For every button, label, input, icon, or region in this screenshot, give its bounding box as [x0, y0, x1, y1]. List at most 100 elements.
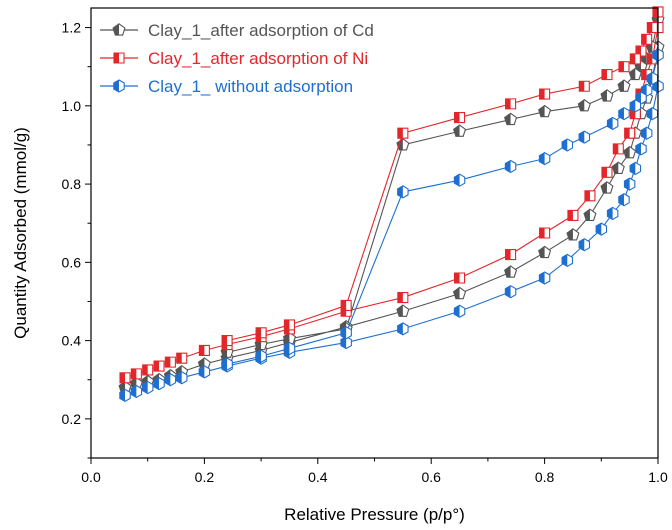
data-point	[504, 112, 518, 126]
data-point-fill	[539, 152, 545, 165]
data-point	[397, 185, 409, 199]
data-point-outline	[504, 285, 517, 299]
data-point-fill	[165, 357, 171, 368]
data-point-outline	[577, 98, 591, 112]
data-point	[283, 341, 296, 356]
legend-item: Clay_1_after adsorption of Ni	[100, 49, 368, 68]
data-point-fill	[539, 272, 545, 284]
data-point-outline	[629, 99, 642, 113]
data-point-outline	[505, 98, 517, 110]
data-point-fill	[539, 228, 545, 238]
data-point	[595, 222, 608, 236]
data-point-outline	[635, 45, 647, 57]
data-point-fill	[647, 72, 653, 85]
data-point-outline	[600, 89, 614, 102]
data-point	[577, 98, 591, 112]
data-point-outline	[153, 360, 165, 372]
data-point	[454, 272, 466, 284]
data-point-outline	[624, 127, 636, 139]
data-point	[624, 127, 636, 139]
data-point	[164, 373, 177, 387]
legend-marker	[113, 52, 125, 64]
data-point-outline	[628, 67, 642, 81]
data-point	[221, 335, 233, 347]
data-point	[623, 177, 636, 191]
data-point	[583, 208, 597, 221]
legend-marker-fill	[114, 53, 119, 63]
data-point-outline	[561, 138, 574, 152]
data-point-fill	[199, 345, 205, 356]
data-point-outline	[453, 286, 467, 300]
data-point-fill	[119, 389, 126, 402]
data-point	[130, 384, 143, 399]
data-point-outline	[198, 344, 210, 356]
data-point	[176, 352, 188, 364]
data-point-fill	[142, 364, 148, 375]
data-point	[119, 372, 131, 384]
data-point-fill	[624, 128, 630, 139]
data-point-fill	[221, 358, 228, 371]
data-point-fill	[624, 178, 630, 191]
data-point	[578, 238, 591, 252]
data-point-outline	[164, 356, 176, 368]
data-point-fill	[562, 138, 568, 151]
data-point	[600, 89, 614, 102]
data-point-outline	[612, 143, 624, 155]
legend-marker	[112, 23, 126, 36]
data-point-outline	[453, 304, 466, 318]
data-point-outline	[600, 181, 614, 194]
y-tick-label: 0.6	[62, 254, 82, 270]
data-point	[505, 98, 517, 110]
legend-item: Clay_1_after adsorption of Cd	[100, 21, 374, 40]
data-point-fill	[222, 335, 228, 346]
data-point-outline	[578, 238, 591, 252]
data-point-fill	[539, 89, 545, 100]
data-point-outline	[397, 185, 409, 199]
data-point-fill	[340, 326, 347, 339]
data-point-outline	[595, 222, 608, 236]
data-point-fill	[454, 174, 460, 187]
data-point	[566, 228, 580, 241]
data-point	[397, 322, 409, 336]
data-point-outline	[130, 368, 142, 380]
data-point-outline	[618, 107, 630, 121]
y-tick-label: 0.4	[62, 333, 82, 349]
data-point-fill	[584, 190, 590, 201]
data-point	[646, 22, 658, 34]
y-tick-label: 0.2	[62, 411, 82, 427]
data-point-outline	[566, 228, 580, 241]
data-point	[453, 304, 466, 318]
data-point-fill	[601, 69, 607, 80]
data-point-fill	[562, 254, 568, 267]
data-point	[612, 143, 624, 155]
data-point-outline	[629, 53, 641, 65]
x-tick-label: 0.6	[421, 469, 441, 485]
data-point-fill	[397, 322, 403, 335]
data-point-outline	[584, 190, 596, 202]
data-point-outline	[504, 265, 518, 278]
data-point	[623, 145, 637, 159]
data-point	[629, 161, 642, 176]
data-point-fill	[397, 185, 403, 198]
data-point-fill	[596, 223, 602, 236]
data-point-outline	[539, 227, 551, 239]
data-point	[600, 181, 614, 194]
data-point	[198, 365, 211, 379]
data-point	[646, 71, 659, 86]
data-point-outline	[652, 6, 664, 18]
data-point	[601, 166, 613, 178]
x-tick-label: 0.8	[535, 469, 555, 485]
data-point	[164, 356, 176, 368]
data-point	[538, 104, 552, 118]
data-point-fill	[454, 112, 460, 123]
data-point	[153, 360, 165, 372]
data-point-fill	[618, 107, 624, 120]
legend-item: Clay_1_ without adsorption	[100, 77, 353, 96]
data-point-outline	[578, 130, 591, 144]
data-point-fill	[607, 117, 613, 130]
data-point-outline	[539, 88, 551, 100]
legend-marker-outline	[112, 23, 126, 36]
data-point-fill	[567, 210, 573, 221]
data-point-fill	[165, 373, 171, 386]
data-point-outline	[340, 299, 352, 311]
